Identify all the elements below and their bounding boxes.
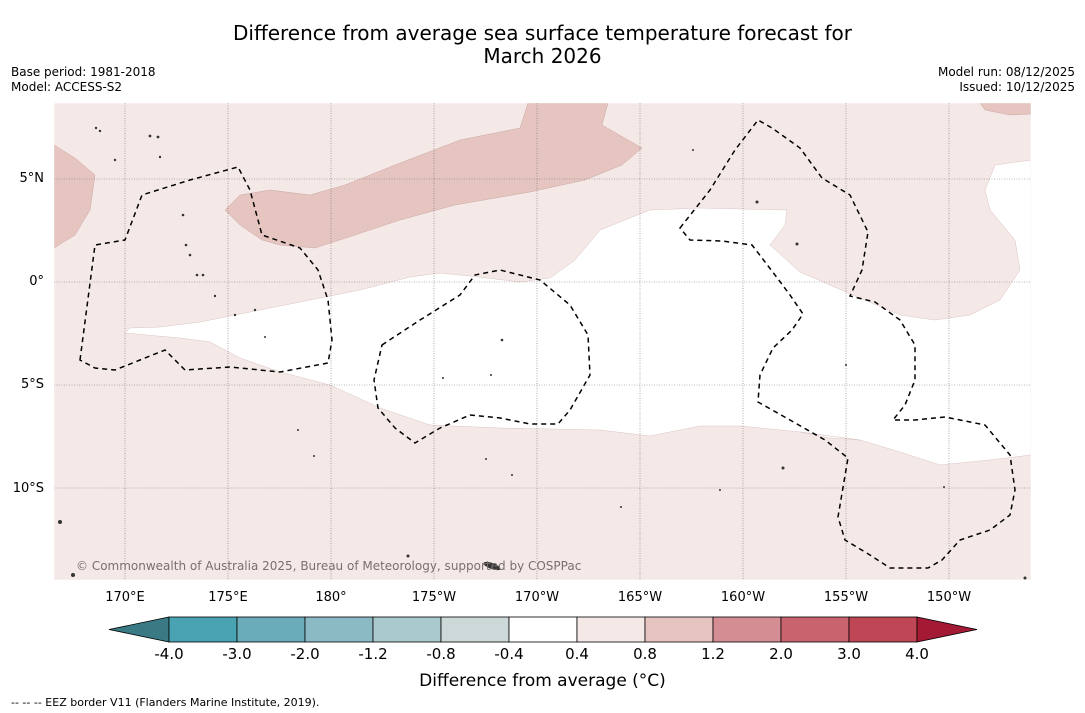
island-icon [620,506,622,508]
island-icon [71,573,75,577]
eez-footnote: -- -- -- EEZ border V11 (Flanders Marine… [11,696,320,709]
map-area [54,103,1031,580]
colorbar-title: Difference from average (°C) [419,671,666,691]
colorbar-tick-label: 2.0 [769,645,793,663]
colorbar-extend-high [916,616,978,643]
island-icon [113,158,117,162]
colorbar-swatch [712,616,782,643]
anomaly-band-0.8-1.2-west [54,144,96,249]
lon-label-170W: 170°W [514,590,560,605]
island-icon [156,135,160,139]
title-line-2: March 2026 [483,44,602,68]
island-icon [201,273,205,277]
colorbar-tick-label: 1.2 [701,645,725,663]
island-icon [500,338,504,342]
islands [58,126,1027,580]
island-icon [184,243,188,247]
island-icon [511,474,513,476]
colorbar-swatch [644,616,714,643]
island-icon [483,561,501,571]
model-name: Model: ACCESS-S2 [11,80,123,94]
title-line-1: Difference from average sea surface temp… [232,21,852,45]
colorbar [108,616,978,643]
colorbar-tick-label: -3.0 [222,645,252,663]
island-icon [442,377,444,379]
anomaly-band-0.4-0.8-bottom [940,573,985,580]
colorbar-swatch [372,616,442,643]
island-icon [485,458,487,460]
island-icon [213,294,217,298]
lon-label-175W: 175°W [411,590,457,605]
meta-left: Base period: 1981-2018 Model: ACCESS-S2 [11,65,156,95]
island-icon [943,486,945,488]
meta-right: Model run: 08/12/2025 Issued: 10/12/2025 [938,65,1075,95]
island-icon [98,129,102,133]
island-icon [781,466,785,470]
lon-label-155W: 155°W [823,590,869,605]
anomaly-band-0.8-1.2-central [224,103,643,249]
colorbar-tick-label: 0.4 [565,645,589,663]
island-icon [148,134,152,138]
colorbar-tick-label: 4.0 [905,645,929,663]
lat-label-0: 0° [29,274,44,289]
island-icon [181,213,185,217]
lon-label-175E: 175°E [208,590,248,605]
eez-border-central [373,269,591,444]
colorbar-tick-label: -1.2 [358,645,388,663]
colorbar-swatch [576,616,646,643]
colorbar-tick-label: -4.0 [154,645,184,663]
island-icon [253,308,257,312]
model-run: Model run: 08/12/2025 [937,65,1075,79]
colorbar-extend-low [108,616,170,643]
colorbar-tick-label: -2.0 [290,645,320,663]
island-icon [692,149,694,151]
chart-title: Difference from average sea surface temp… [0,22,1085,68]
island-icon [406,554,410,558]
island-icon [195,273,199,277]
lat-label-5S: 5°S [20,377,44,392]
eez-border-east [679,119,1016,569]
island-icon [264,336,266,338]
island-icon [297,429,299,431]
lon-label-180: 180° [315,590,347,605]
issued-date: Issued: 10/12/2025 [959,80,1075,94]
colorbar-swatch [780,616,850,643]
colorbar-swatch [304,616,374,643]
island-icon [1023,576,1027,580]
island-icon [94,126,98,130]
colorbar-tick-label: 0.8 [633,645,657,663]
island-icon [490,374,492,376]
colorbar-swatch [440,616,510,643]
colorbar-tick-label: -0.4 [494,645,524,663]
island-icon [795,242,799,246]
colorbar-swatch [508,616,578,643]
lon-label-165W: 165°W [617,590,663,605]
base-period: Base period: 1981-2018 [11,65,156,79]
colorbar-swatch [236,616,306,643]
anomaly-band-0.8-1.2-east [979,103,1031,116]
island-icon [719,489,721,491]
lat-label-5N: 5°N [19,171,45,186]
island-icon [233,313,237,317]
anomaly-neutral-region [124,159,1031,466]
island-icon [158,155,162,159]
island-icon [188,253,192,257]
island-icon [313,455,315,457]
colorbar-tick-label: 3.0 [837,645,861,663]
graticule [54,103,1031,580]
lat-label-10S: 10°S [12,481,44,496]
eez-borders [79,119,1016,569]
eez-border-west [79,166,333,373]
colorbar-swatch [168,616,238,643]
island-icon [58,520,62,524]
lon-label-150W: 150°W [926,590,972,605]
colorbar-tick-label: -0.8 [426,645,456,663]
lon-label-160W: 160°W [720,590,766,605]
island-icon [845,364,847,366]
island-icon [755,200,759,204]
lon-label-170E: 170°E [105,590,145,605]
copyright-notice: © Commonwealth of Australia 2025, Bureau… [76,559,582,573]
colorbar-swatch [848,616,918,643]
